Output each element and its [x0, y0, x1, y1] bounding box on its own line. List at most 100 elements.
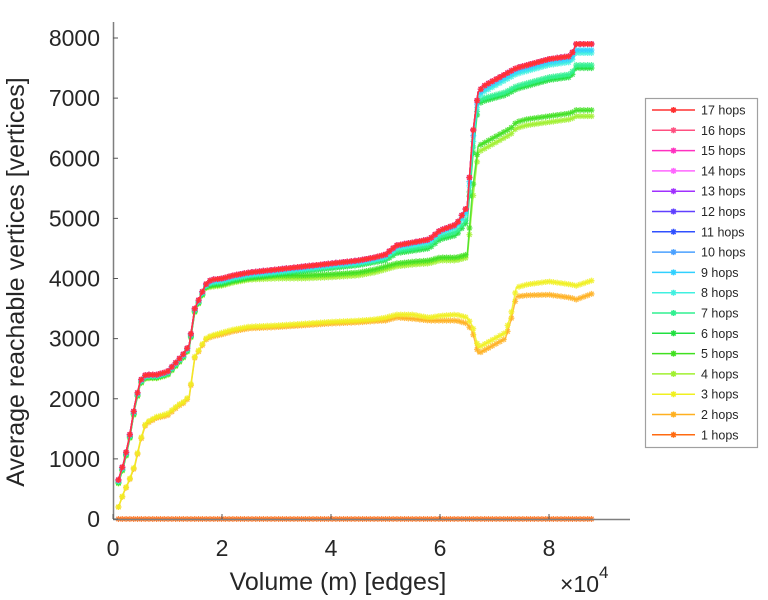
- data-point: [454, 230, 461, 237]
- legend-item: 4 hops: [652, 367, 739, 381]
- data-point: [466, 318, 473, 325]
- data-point: [557, 60, 564, 67]
- data-point: [443, 312, 450, 319]
- data-point: [580, 62, 587, 69]
- data-point: [470, 331, 477, 338]
- data-point: [424, 317, 431, 324]
- y-tick-label: 1000: [49, 446, 100, 472]
- data-point: [413, 312, 420, 319]
- data-point: [523, 116, 530, 123]
- data-point: [172, 359, 179, 366]
- data-point: [428, 314, 435, 321]
- data-point: [588, 65, 595, 72]
- data-point: [290, 264, 297, 271]
- data-point: [546, 58, 553, 65]
- data-point: [508, 88, 515, 95]
- data-point: [367, 255, 374, 262]
- data-point: [557, 75, 564, 82]
- data-point: [531, 115, 538, 122]
- data-point: [447, 317, 454, 324]
- data-point: [435, 317, 442, 324]
- data-point: [222, 328, 229, 335]
- data-point: [474, 151, 481, 158]
- data-point: [512, 71, 519, 78]
- data-point: [115, 476, 122, 483]
- legend-label: 5 hops: [701, 347, 739, 361]
- data-point: [580, 47, 587, 54]
- data-point: [573, 113, 580, 120]
- data-point: [115, 503, 122, 510]
- data-point: [195, 297, 202, 304]
- data-point: [260, 322, 267, 329]
- legend-marker: [670, 107, 677, 113]
- data-point: [458, 221, 465, 228]
- data-point: [554, 60, 561, 67]
- data-point: [157, 412, 164, 419]
- data-point: [531, 60, 538, 67]
- data-point: [500, 92, 507, 99]
- data-point: [500, 71, 507, 78]
- data-point: [504, 322, 511, 329]
- data-point: [199, 341, 206, 348]
- data-point: [413, 238, 420, 245]
- data-point: [237, 271, 244, 278]
- data-point: [123, 449, 130, 456]
- data-point: [271, 266, 278, 273]
- data-point: [294, 264, 301, 271]
- data-point: [462, 314, 469, 321]
- data-point: [298, 275, 305, 282]
- data-point: [321, 274, 328, 281]
- data-point: [462, 320, 469, 327]
- data-point: [336, 259, 343, 266]
- data-point: [439, 254, 446, 261]
- data-point: [500, 89, 507, 96]
- legend-marker: [670, 208, 677, 215]
- data-point: [489, 95, 496, 102]
- data-point: [584, 47, 591, 54]
- data-point: [546, 55, 553, 62]
- data-point: [271, 322, 278, 329]
- data-point: [458, 225, 465, 232]
- series-4-hops: [115, 113, 595, 487]
- data-point: [207, 277, 214, 284]
- data-point: [485, 143, 492, 150]
- data-point: [351, 317, 358, 324]
- data-point: [557, 57, 564, 64]
- data-point: [310, 319, 317, 326]
- legend-item: 15 hops: [652, 144, 745, 158]
- data-point: [142, 372, 149, 379]
- data-point: [336, 273, 343, 280]
- data-point: [496, 131, 503, 138]
- data-point: [416, 261, 423, 268]
- data-point: [481, 85, 488, 92]
- data-point: [451, 311, 458, 318]
- data-point: [157, 370, 164, 377]
- data-point: [447, 230, 454, 237]
- data-point: [546, 77, 553, 84]
- data-point: [401, 311, 408, 318]
- data-point: [432, 313, 439, 320]
- data-point: [260, 267, 267, 274]
- data-point: [454, 318, 461, 325]
- data-point: [313, 319, 320, 326]
- data-point: [565, 116, 572, 123]
- data-point: [268, 267, 275, 274]
- legend-label: 4 hops: [701, 367, 739, 381]
- data-point: [149, 415, 156, 422]
- data-point: [489, 84, 496, 91]
- data-point: [496, 137, 503, 144]
- data-point: [531, 66, 538, 73]
- data-point: [569, 115, 576, 122]
- data-point: [588, 107, 595, 114]
- data-point: [393, 314, 400, 321]
- data-point: [325, 318, 332, 325]
- data-point: [420, 257, 427, 264]
- data-point: [538, 61, 545, 68]
- data-point: [504, 90, 511, 97]
- data-point: [420, 243, 427, 250]
- y-tick-label: 7000: [49, 85, 100, 111]
- data-point: [180, 399, 187, 406]
- data-point: [481, 347, 488, 354]
- data-point: [580, 107, 587, 114]
- data-point: [344, 270, 351, 277]
